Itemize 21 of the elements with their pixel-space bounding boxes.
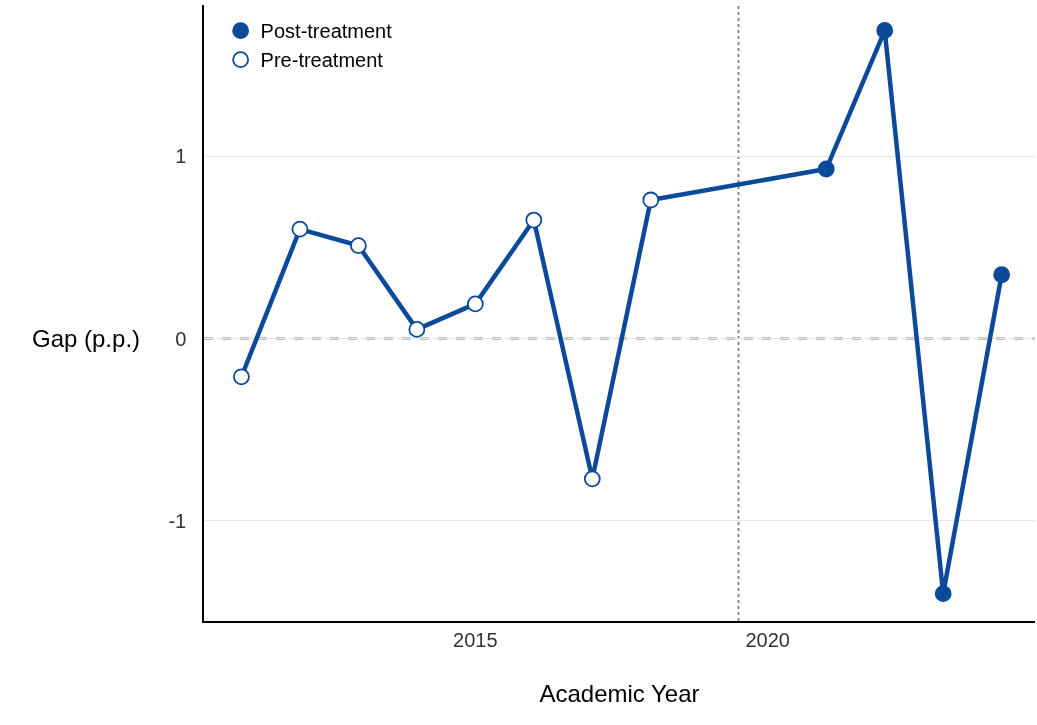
point xyxy=(350,237,367,254)
x-tick-label: 2020 xyxy=(745,628,790,651)
y-tick-label: -1 xyxy=(168,509,187,532)
point xyxy=(525,211,543,229)
y-axis-title: Gap (p.p.) xyxy=(32,325,141,352)
point xyxy=(583,470,601,488)
point xyxy=(934,585,952,603)
point xyxy=(466,295,484,313)
point xyxy=(642,191,660,209)
x-tick-label: 2015 xyxy=(453,628,498,651)
point xyxy=(233,368,250,386)
y-tick-label: 1 xyxy=(175,145,187,168)
point xyxy=(408,321,426,338)
y-tick-label: 0 xyxy=(175,327,187,350)
point xyxy=(876,22,894,39)
point xyxy=(993,266,1011,284)
point xyxy=(291,220,309,238)
legend-label: Pre-treatment xyxy=(260,49,384,72)
point xyxy=(817,160,835,178)
legend-label: Post-treatment xyxy=(260,20,393,43)
x-axis-title: Academic Year xyxy=(539,679,700,707)
